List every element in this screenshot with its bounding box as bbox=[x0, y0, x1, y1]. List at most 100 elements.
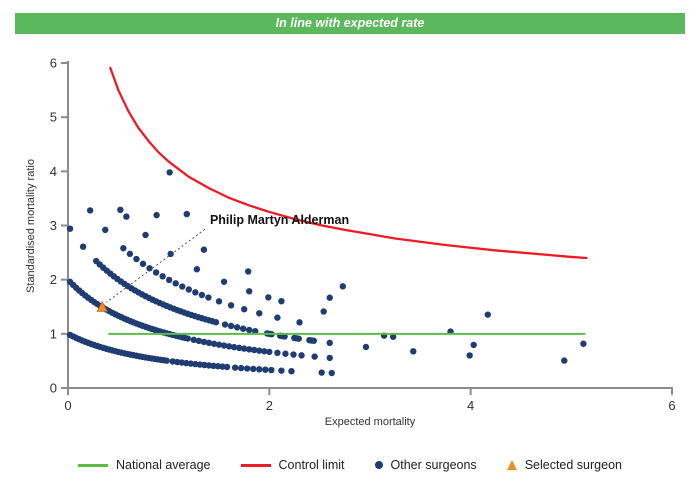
scatter-point-other-surgeon bbox=[220, 278, 228, 285]
legend-label: Control limit bbox=[278, 458, 345, 472]
scatter-point-other-surgeon bbox=[240, 306, 248, 313]
scatter-point-other-surgeon bbox=[295, 335, 302, 342]
scatter-point-other-surgeon bbox=[250, 365, 257, 373]
scatter-point-other-surgeon bbox=[200, 338, 208, 346]
x-tick-label: 2 bbox=[266, 398, 273, 413]
scatter-point-other-surgeon bbox=[268, 366, 275, 374]
scatter-point-other-surgeon bbox=[240, 345, 248, 352]
scatter-point-other-surgeon bbox=[230, 343, 238, 351]
legend-label: Other surgeons bbox=[390, 458, 477, 472]
scatter-point-other-surgeon bbox=[193, 266, 201, 273]
x-tick-label: 4 bbox=[467, 398, 474, 413]
scatter-point-other-surgeon bbox=[252, 327, 259, 335]
scatter-point-other-surgeon bbox=[200, 246, 208, 253]
x-axis-label: Expected mortality bbox=[325, 416, 416, 428]
selected-surgeon-triangle-swatch bbox=[506, 460, 517, 470]
legend-item-other-surgeons: Other surgeons bbox=[374, 458, 477, 472]
scatter-point-other-surgeon bbox=[265, 294, 272, 301]
y-tick-label: 1 bbox=[50, 326, 57, 341]
scatter-point-other-surgeon bbox=[389, 333, 397, 340]
scatter-point-other-surgeon bbox=[79, 243, 87, 250]
scatter-point-other-surgeon bbox=[205, 339, 213, 347]
scatter-point-other-surgeon bbox=[66, 225, 74, 232]
control-limit-line-swatch bbox=[240, 463, 271, 467]
scatter-point-other-surgeon bbox=[246, 326, 253, 334]
scatter-point-other-surgeon bbox=[561, 357, 568, 364]
legend-item-national-average: National average bbox=[78, 458, 211, 472]
scatter-point-other-surgeon bbox=[282, 350, 289, 357]
scatter-point-other-surgeon bbox=[179, 283, 186, 290]
scatter-point-other-surgeon bbox=[126, 250, 134, 258]
national-average-line-swatch bbox=[78, 463, 108, 467]
scatter-point-other-surgeon bbox=[195, 337, 203, 345]
scatter-point-other-surgeon bbox=[274, 314, 281, 321]
scatter-point-other-surgeon bbox=[86, 207, 94, 214]
status-banner: In line with expected rate bbox=[15, 13, 685, 34]
y-tick-label: 0 bbox=[50, 381, 57, 396]
scatter-point-other-surgeon bbox=[215, 298, 223, 305]
scatter-point-other-surgeon bbox=[466, 352, 473, 359]
scatter-point-other-surgeon bbox=[320, 308, 327, 315]
scatter-point-other-surgeon bbox=[410, 348, 417, 355]
scatter-point-other-surgeon bbox=[166, 169, 173, 176]
chart-legend: National average Control limit Other sur… bbox=[0, 458, 700, 472]
y-tick-label: 2 bbox=[50, 272, 57, 287]
scatter-point-other-surgeon bbox=[326, 354, 333, 362]
control-limit-curve bbox=[109, 66, 588, 260]
scatter-point-other-surgeon bbox=[172, 280, 179, 287]
scatter-point-other-surgeon bbox=[192, 289, 199, 296]
scatter-point-other-surgeon bbox=[123, 213, 130, 220]
scatter-point-other-surgeon bbox=[470, 341, 477, 349]
scatter-point-other-surgeon bbox=[580, 340, 587, 347]
scatter-point-other-surgeon bbox=[326, 294, 333, 301]
legend-label: Selected surgeon bbox=[524, 458, 622, 472]
scatter-point-other-surgeon bbox=[237, 364, 245, 372]
scatter-point-other-surgeon bbox=[190, 336, 198, 344]
scatter-point-other-surgeon bbox=[274, 349, 281, 357]
scatter-point-other-surgeon bbox=[233, 324, 241, 331]
y-tick-label: 6 bbox=[50, 56, 57, 71]
scatter-point-other-surgeon bbox=[243, 365, 251, 372]
scatter-point-other-surgeon bbox=[296, 319, 303, 326]
scatter-point-other-surgeon bbox=[185, 286, 192, 293]
other-surgeons-dot-swatch bbox=[374, 461, 383, 469]
scatter-point-other-surgeon bbox=[256, 347, 263, 354]
x-tick-label: 6 bbox=[668, 398, 675, 413]
scatter-point-other-surgeon bbox=[235, 344, 243, 352]
scatter-point-other-surgeon bbox=[159, 273, 166, 280]
scatter-point-other-surgeon bbox=[246, 288, 253, 295]
scatter-point-other-surgeon bbox=[102, 226, 109, 234]
scatter-point-other-surgeon bbox=[163, 357, 170, 364]
scatter-point-other-surgeon bbox=[266, 348, 273, 356]
scatter-point-other-surgeon bbox=[167, 250, 174, 258]
scatter-point-other-surgeon bbox=[225, 343, 233, 350]
scatter-point-other-surgeon bbox=[278, 367, 285, 374]
scatter-point-other-surgeon bbox=[142, 231, 149, 239]
selected-surgeon-marker bbox=[96, 300, 108, 312]
legend-item-selected-surgeon: Selected surgeon bbox=[506, 458, 622, 472]
scatter-point-other-surgeon bbox=[278, 297, 285, 305]
scatter-point-other-surgeon bbox=[133, 255, 140, 263]
scatter-point-other-surgeon bbox=[231, 364, 239, 371]
scatter-point-other-surgeon bbox=[256, 310, 263, 317]
scatter-point-other-surgeon bbox=[205, 294, 212, 301]
scatter-point-other-surgeon bbox=[290, 351, 297, 358]
scatter-point-other-surgeon bbox=[227, 322, 235, 330]
scatter-point-other-surgeon bbox=[153, 211, 160, 219]
scatter-point-other-surgeon bbox=[251, 346, 258, 354]
scatter-point-other-surgeon bbox=[328, 369, 335, 377]
y-axis-label: Standardised mortality ratio bbox=[25, 159, 37, 293]
scatter-point-other-surgeon bbox=[183, 210, 190, 218]
scatter-point-other-surgeon bbox=[311, 353, 318, 360]
scatter-point-other-surgeon bbox=[120, 245, 127, 252]
scatter-point-other-surgeon bbox=[221, 321, 229, 328]
scatter-point-other-surgeon bbox=[220, 342, 228, 349]
scatter-point-other-surgeon bbox=[239, 325, 247, 332]
legend-label: National average bbox=[116, 458, 211, 472]
x-tick-label: 0 bbox=[64, 398, 71, 413]
scatter-point-other-surgeon bbox=[212, 319, 220, 326]
scatter-point-other-surgeon bbox=[281, 333, 288, 340]
y-tick-label: 5 bbox=[50, 110, 57, 125]
scatter-point-other-surgeon bbox=[288, 367, 295, 375]
scatter-point-other-surgeon bbox=[310, 337, 318, 344]
